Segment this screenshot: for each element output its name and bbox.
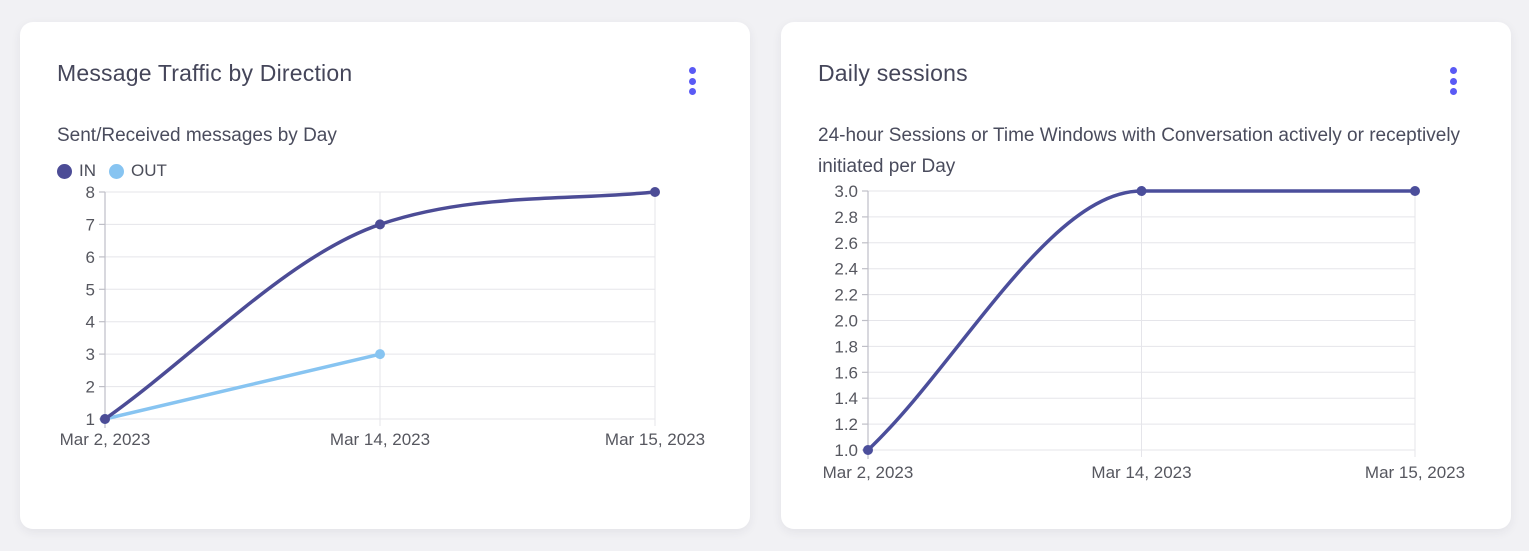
data-point-marker-in[interactable] [375, 219, 385, 230]
y-tick-label: 1.2 [834, 415, 858, 434]
y-tick-label: 2.8 [834, 208, 858, 227]
data-point-marker-in[interactable] [650, 187, 660, 197]
y-tick-label: 2.2 [834, 286, 858, 305]
y-tick-label: 8 [86, 183, 95, 202]
daily-sessions-line-chart[interactable]: 3.0 2.8 2.6 2.4 2.2 2.0 1.8 1.6 1.4 1.2 1.0 Mar 2, … [781, 177, 1511, 507]
y-tick-label: 1.4 [834, 389, 858, 408]
legend-label: OUT [131, 161, 167, 180]
x-tick-label: Mar 15, 2023 [1365, 463, 1465, 482]
card-subtitle: 24-hour Sessions or Time Windows with Co… [818, 125, 1461, 177]
chart-legend: IN OUT [57, 161, 167, 181]
card-menu-button[interactable] [1440, 62, 1466, 100]
x-tick-label: Mar 14, 2023 [330, 430, 430, 449]
series-line-out [103, 352, 382, 421]
kebab-menu-icon [688, 67, 696, 74]
y-tick-label: 1.0 [834, 441, 858, 460]
message-traffic-card: Message Traffic by Direction Sent/Receiv… [20, 22, 750, 529]
kebab-menu-icon [1449, 77, 1457, 85]
x-tick-label: Mar 2, 2023 [823, 463, 914, 482]
y-tick-label: 1 [86, 410, 95, 429]
x-tick-label: Mar 15, 2023 [605, 430, 705, 449]
legend-dot-icon [109, 163, 124, 179]
data-point-marker-sessions[interactable] [863, 445, 873, 455]
y-tick-label: 7 [86, 215, 95, 234]
daily-sessions-card: Daily sessions 24-hour Sessions or Time … [781, 22, 1511, 529]
card-title: Daily sessions [818, 60, 968, 86]
y-tick-label: 2 [86, 378, 95, 397]
kebab-menu-icon [1449, 67, 1457, 74]
kebab-menu-icon [1449, 88, 1457, 95]
legend-label: IN [79, 161, 96, 180]
series-line-sessions [866, 189, 1417, 452]
y-tick-label: 3 [86, 345, 95, 364]
card-menu-button[interactable] [679, 62, 705, 100]
legend-item-in[interactable]: IN [57, 161, 96, 181]
card-title: Message Traffic by Direction [57, 60, 353, 86]
data-point-marker-sessions[interactable] [1410, 186, 1420, 196]
y-tick-label: 4 [86, 313, 95, 332]
y-tick-label: 1.6 [834, 363, 858, 382]
x-tick-label: Mar 14, 2023 [1091, 463, 1191, 482]
data-point-marker-in[interactable] [100, 414, 110, 424]
y-tick-label: 1.8 [834, 337, 858, 356]
data-point-marker-sessions[interactable] [1136, 186, 1147, 196]
kebab-menu-icon [688, 88, 696, 95]
y-tick-label: 2.6 [834, 234, 858, 253]
y-tick-label: 5 [86, 280, 95, 299]
y-tick-label: 2.4 [834, 260, 858, 279]
card-subtitle: Sent/Received messages by Day [57, 125, 337, 146]
kebab-menu-icon [688, 77, 696, 85]
y-tick-label: 3.0 [834, 182, 858, 201]
y-tick-label: 2.0 [834, 312, 858, 331]
legend-dot-icon [57, 163, 72, 179]
data-point-marker-out[interactable] [375, 349, 385, 360]
x-tick-label: Mar 2, 2023 [60, 430, 151, 449]
y-tick-label: 6 [86, 248, 95, 267]
legend-item-out[interactable]: OUT [109, 161, 167, 181]
dashboard-cards: Message Traffic by Direction Sent/Receiv… [20, 22, 1511, 529]
